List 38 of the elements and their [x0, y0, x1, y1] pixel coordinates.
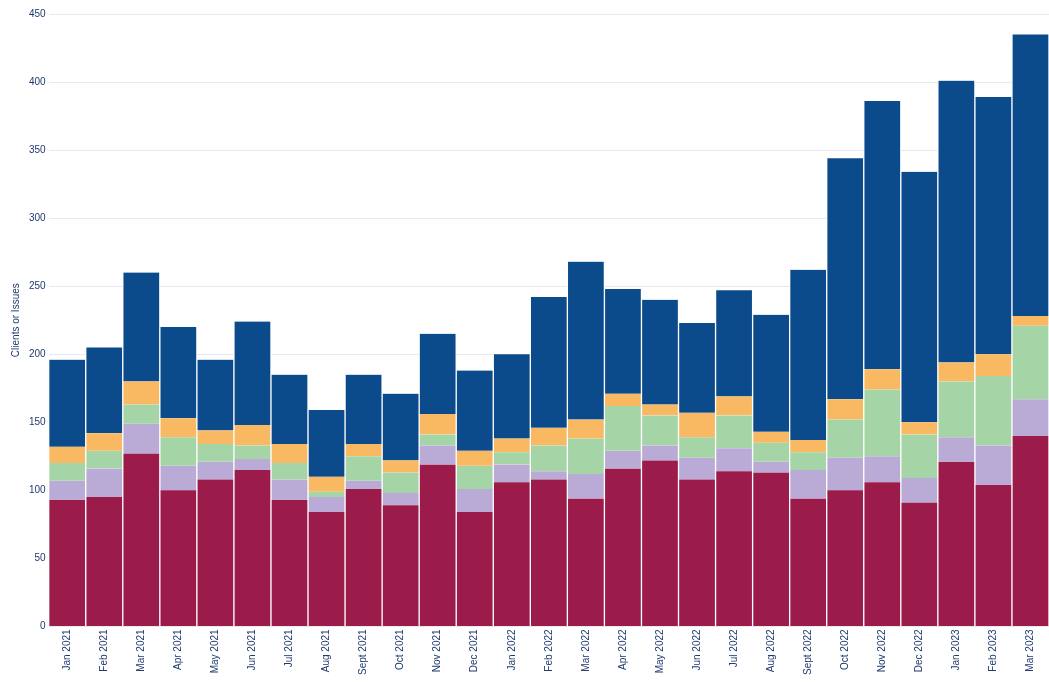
x-tick-label: Mar 2022: [579, 628, 591, 672]
y-tick-label: 350: [29, 143, 47, 155]
y-tick-label: 300: [29, 211, 47, 223]
x-tick-label: Mar 2021: [135, 628, 147, 672]
y-tick-label: 400: [29, 75, 47, 87]
x-tick-label: Sept 2021: [357, 628, 369, 676]
x-tick-label: Jan 2022: [505, 628, 517, 671]
x-tick-label: Jul 2021: [283, 628, 295, 668]
x-tick-label: Nov 2022: [876, 628, 888, 673]
y-tick-label: 200: [29, 347, 47, 359]
x-tick-label: Apr 2022: [616, 628, 628, 670]
x-tick-label: Oct 2021: [394, 628, 406, 670]
y-tick-label: 50: [34, 552, 47, 564]
x-tick-label: Jan 2021: [60, 628, 72, 671]
x-tick-label: Jun 2021: [246, 628, 258, 671]
y-tick-label: 100: [29, 484, 47, 496]
x-tick-label: May 2021: [209, 628, 221, 674]
y-tick-label: 0: [40, 620, 47, 632]
x-tick-label: Jul 2022: [727, 628, 739, 668]
x-tick-label: Aug 2022: [764, 628, 776, 673]
x-tick-label: Dec 2021: [468, 628, 480, 673]
x-tick-label: Jan 2023: [950, 628, 962, 671]
y-tick-label: 450: [29, 7, 47, 19]
x-tick-label: Apr 2021: [172, 628, 184, 670]
x-tick-label: May 2022: [653, 628, 665, 674]
x-tick-label: Sept 2022: [801, 628, 813, 676]
x-tick-label: Aug 2021: [320, 628, 332, 673]
x-tick-label: Jun 2022: [690, 628, 702, 671]
x-tick-label: Feb 2022: [542, 628, 554, 672]
y-axis-title: Clients or Issues: [9, 283, 21, 358]
x-tick-label: Dec 2022: [913, 628, 925, 673]
x-tick-label: Feb 2021: [98, 628, 110, 672]
x-tick-label: Feb 2023: [987, 628, 999, 672]
y-tick-label: 150: [29, 416, 47, 428]
x-tick-label: Oct 2022: [838, 628, 850, 670]
y-tick-label: 250: [29, 279, 47, 291]
x-tick-label: Nov 2021: [431, 628, 443, 673]
x-tick-label: Mar 2023: [1024, 628, 1036, 672]
